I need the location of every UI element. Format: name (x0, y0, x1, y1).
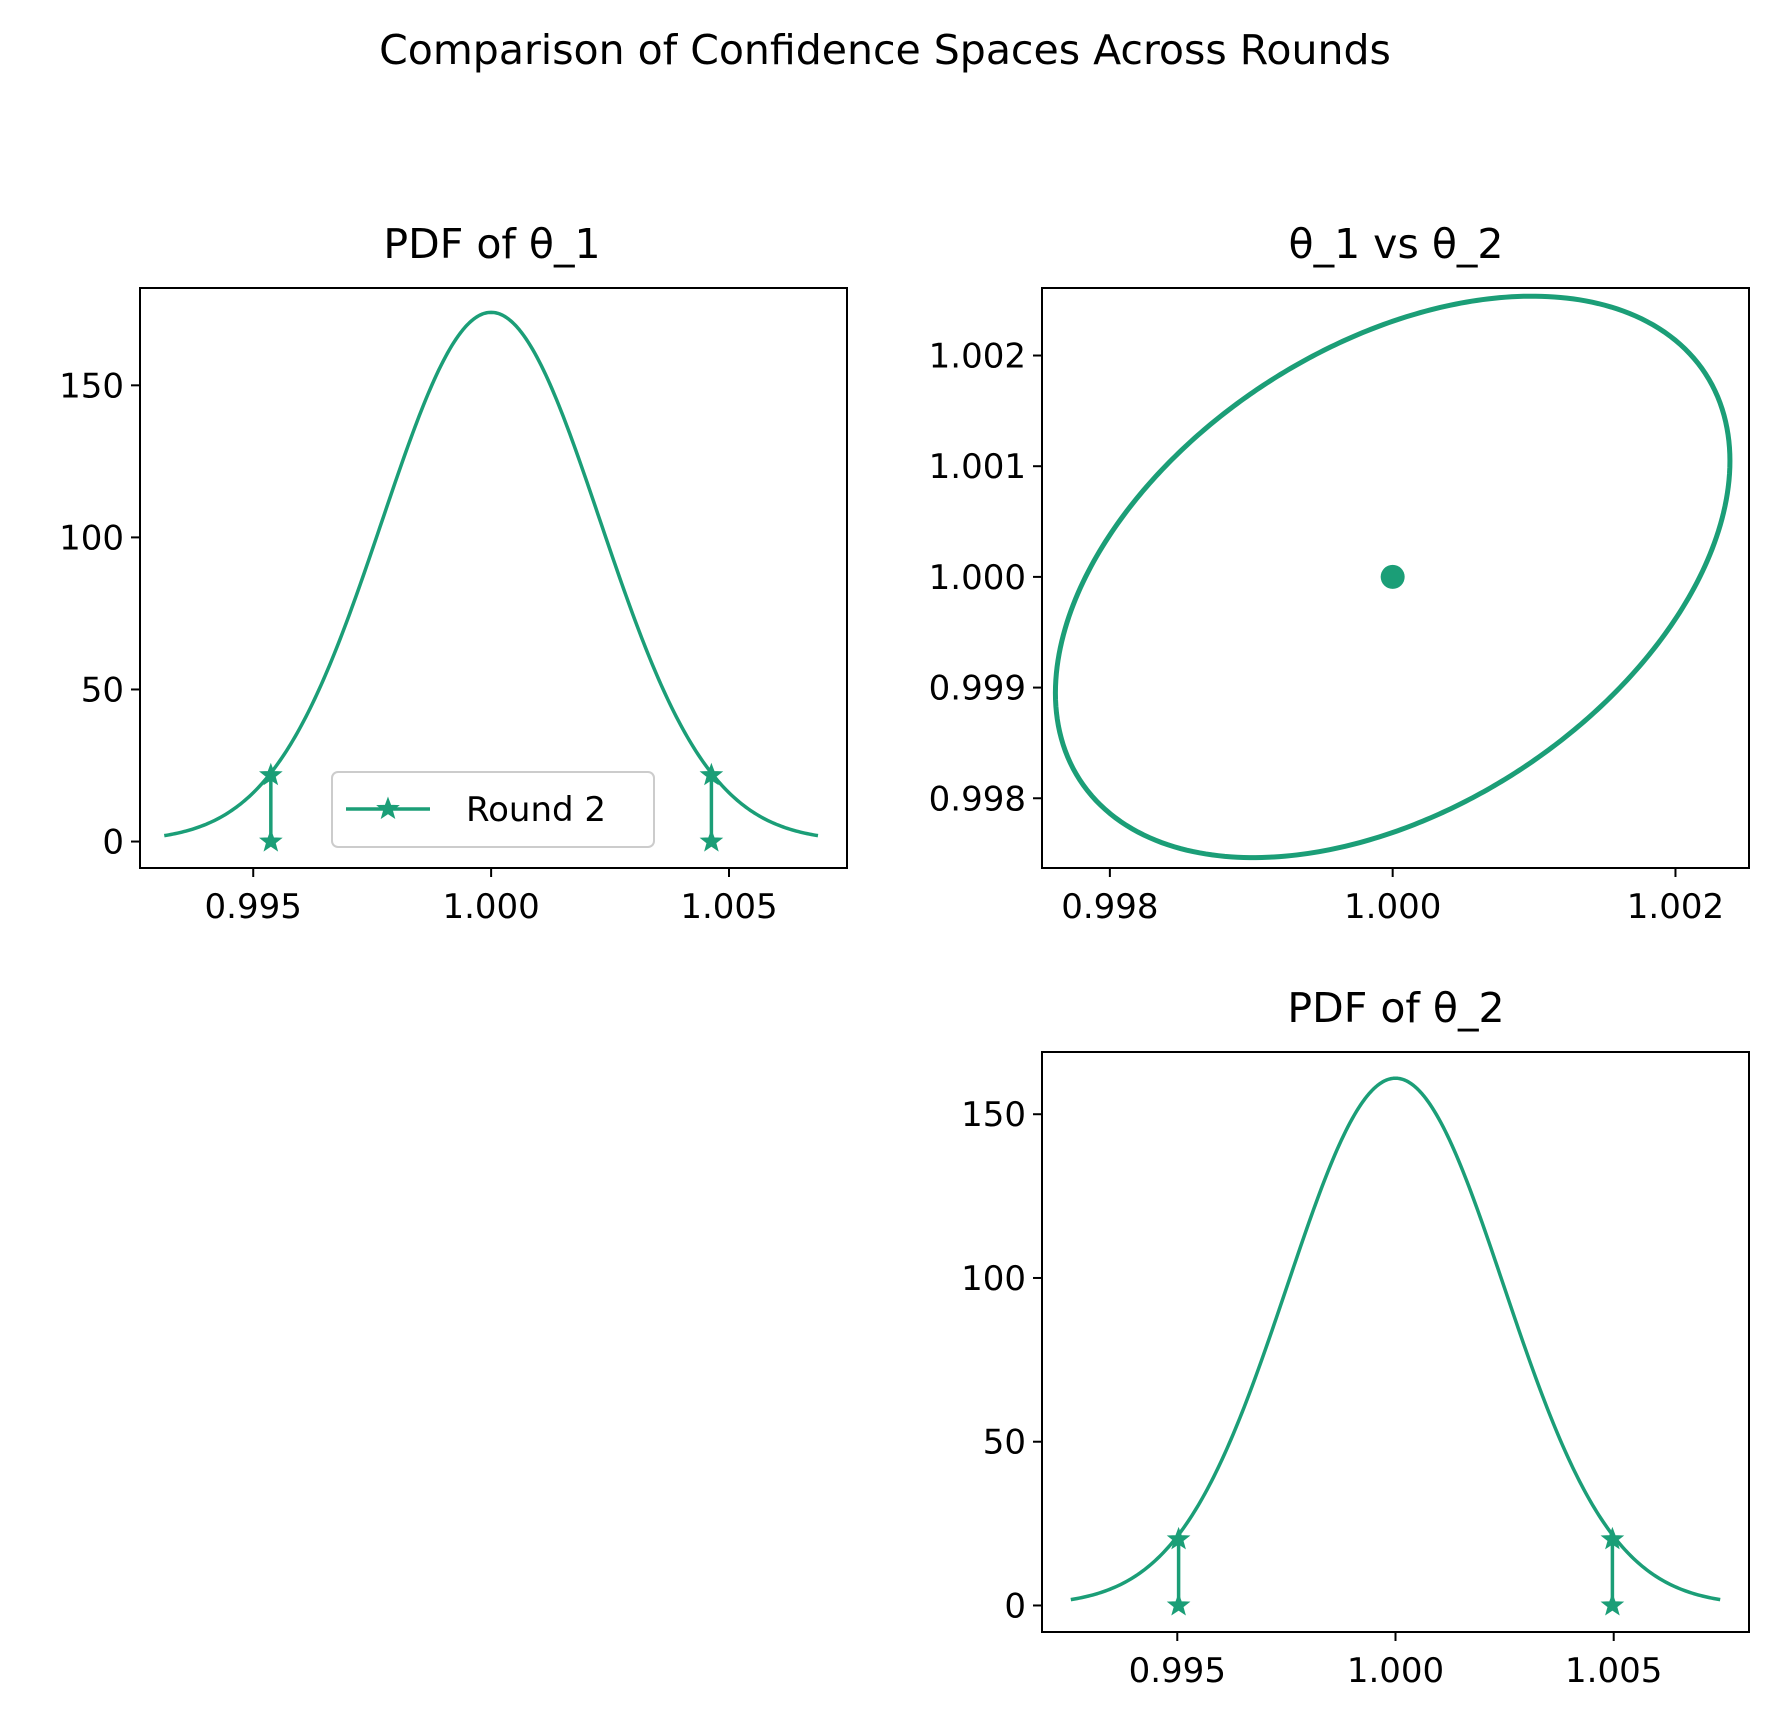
pdf-theta1-ytick-label: 0 (102, 823, 124, 863)
pdf-theta1-ytick-label: 50 (81, 670, 124, 710)
pdf-theta2-xtick-label: 1.000 (1347, 1651, 1444, 1691)
panel-pdf-theta1: PDF of θ_1 0.995 1.000 1.005 0 50 100 150 (59, 220, 848, 927)
pdf-theta1-ticks: 0.995 1.000 1.005 0 50 100 150 (59, 366, 778, 927)
pdf-theta2-xtick-label: 0.995 (1129, 1651, 1226, 1691)
pdf-theta2-ytick-label: 100 (961, 1259, 1026, 1299)
theta1-vs-theta2-ytick-label: 1.000 (929, 558, 1026, 598)
theta1-vs-theta2-center-point (1380, 564, 1405, 589)
legend-label-round-2: Round 2 (466, 790, 606, 830)
pdf-theta1-xtick-label: 0.995 (205, 887, 302, 927)
panel-title-theta1-vs-theta2: θ_1 vs θ_2 (1288, 220, 1503, 268)
legend-box (331, 771, 655, 848)
pdf-theta2-plot-area (1070, 1076, 1721, 1616)
theta1-vs-theta2-plot-area (1052, 293, 1733, 861)
pdf-theta1-ytick-label: 150 (59, 366, 124, 406)
theta1-vs-theta2-xtick-label: 1.000 (1344, 887, 1441, 927)
panel-pdf-theta2: PDF of θ_2 0.995 1.000 1.005 0 50 100 150 (961, 984, 1750, 1691)
theta1-vs-theta2-axes-frame (1041, 287, 1750, 869)
pdf-theta1-axes-frame (139, 287, 848, 869)
pdf-theta2-ytick-label: 50 (983, 1423, 1026, 1463)
theta1-vs-theta2-xtick-label: 0.998 (1061, 887, 1158, 927)
pdf-theta2-ticks: 0.995 1.000 1.005 0 50 100 150 (961, 1095, 1662, 1691)
pdf-theta2-xtick-label: 1.005 (1565, 1651, 1662, 1691)
theta1-vs-theta2-ytick-label: 1.001 (929, 447, 1026, 487)
pdf-theta2-bound-marker-top-1 (1166, 1526, 1191, 1550)
theta1-vs-theta2-ticks: 0.998 1.000 1.002 0.998 0.999 1.000 1.001 1.002 (929, 337, 1724, 927)
theta1-vs-theta2-ytick-label: 0.999 (929, 669, 1026, 709)
legend-star-marker (376, 796, 400, 820)
panel-title-pdf-theta1: PDF of θ_1 (383, 220, 600, 268)
pdf-theta1-bound-marker-bottom-2 (699, 829, 724, 852)
figure-suptitle: Comparison of Confidence Spaces Across R… (379, 26, 1391, 74)
pdf-theta2-bound-marker-top-2 (1600, 1526, 1625, 1550)
theta1-vs-theta2-ytick-label: 0.998 (929, 779, 1026, 819)
pdf-theta2-ytick-label: 0 (1004, 1586, 1026, 1626)
pdf-theta1-xtick-label: 1.000 (442, 887, 539, 927)
pdf-theta1-xtick-label: 1.005 (680, 887, 777, 927)
theta1-vs-theta2-xtick-label: 1.002 (1627, 887, 1724, 927)
theta1-vs-theta2-confidence-ellipse (1052, 293, 1733, 861)
pdf-theta1-ytick-label: 100 (59, 518, 124, 558)
pdf-theta1-plot-area (163, 310, 819, 852)
pdf-theta1-bound-marker-top-2 (699, 762, 724, 786)
pdf-theta2-ytick-label: 150 (961, 1095, 1026, 1135)
legend: Round 2 (331, 771, 655, 848)
pdf-theta1-bound-marker-top-1 (259, 762, 283, 786)
pdf-theta1-bound-marker-bottom-1 (259, 829, 283, 852)
pdf-theta2-bound-marker-bottom-2 (1600, 1593, 1625, 1616)
panel-theta1-vs-theta2: θ_1 vs θ_2 0.998 1.000 1.002 0.998 0.999 1.00… (929, 220, 1750, 927)
pdf-theta2-bound-marker-bottom-1 (1166, 1593, 1191, 1616)
theta1-vs-theta2-ytick-label: 1.002 (929, 337, 1026, 377)
panel-title-pdf-theta2: PDF of θ_2 (1287, 984, 1504, 1032)
